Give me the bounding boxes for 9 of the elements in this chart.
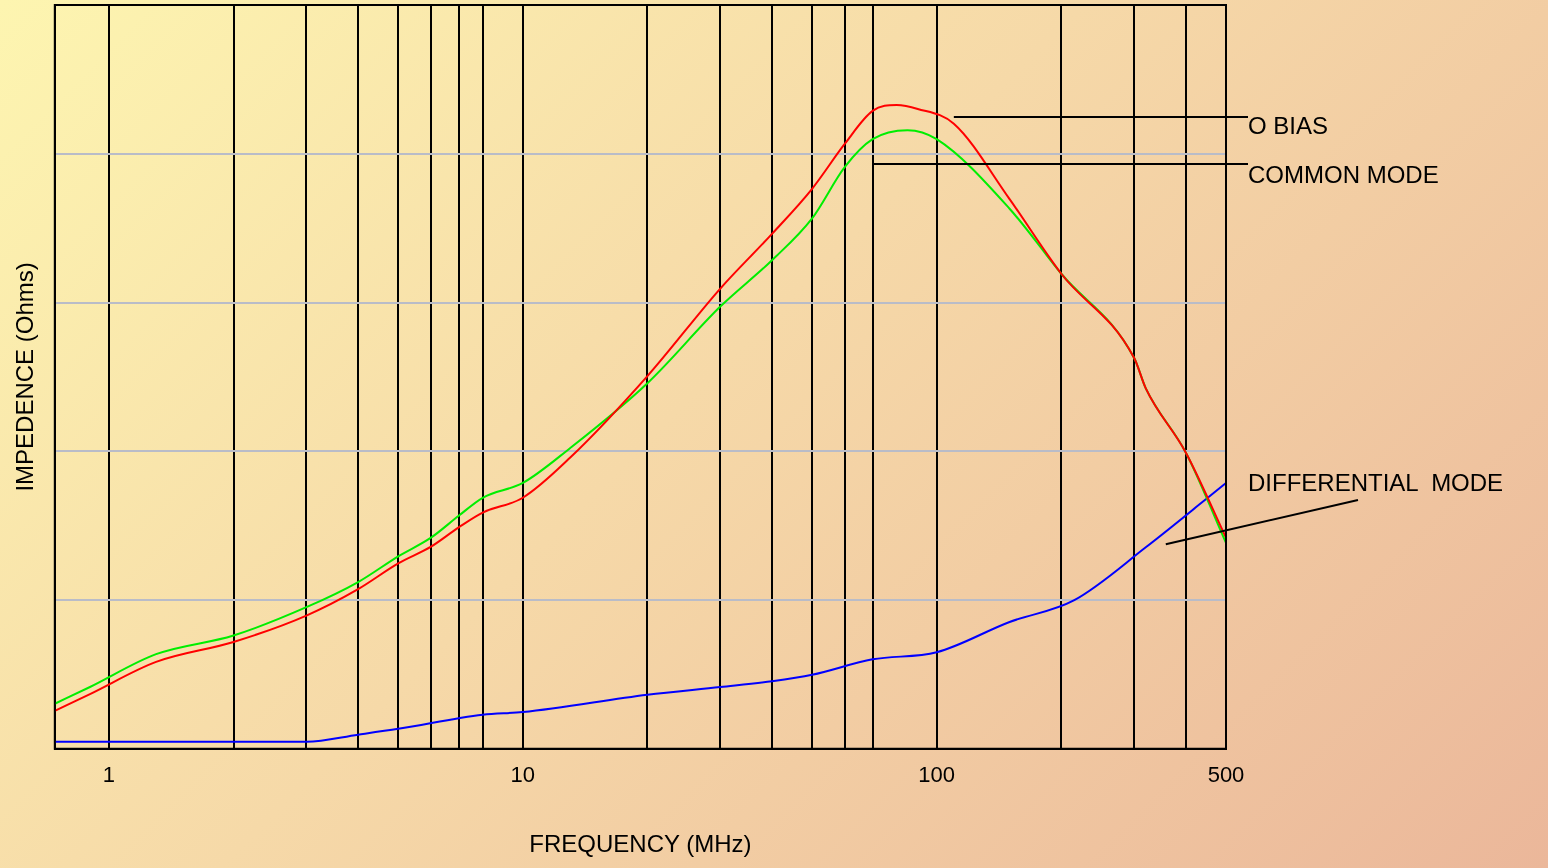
series-label: DIFFERENTIAL MODE [1248,468,1504,496]
x-tick-label: 1 [102,762,116,788]
x-axis-title: FREQUENCY (MHz) [529,830,752,858]
x-tick-label: 500 [1207,762,1245,788]
x-tick-label: 100 [918,762,956,788]
text: COMMON MODE [1248,160,1439,188]
y-axis-title: IMPEDENCE (Ohms) [11,262,39,492]
x-tick-label: 10 [510,762,536,788]
text: O BIAS [1248,111,1329,139]
